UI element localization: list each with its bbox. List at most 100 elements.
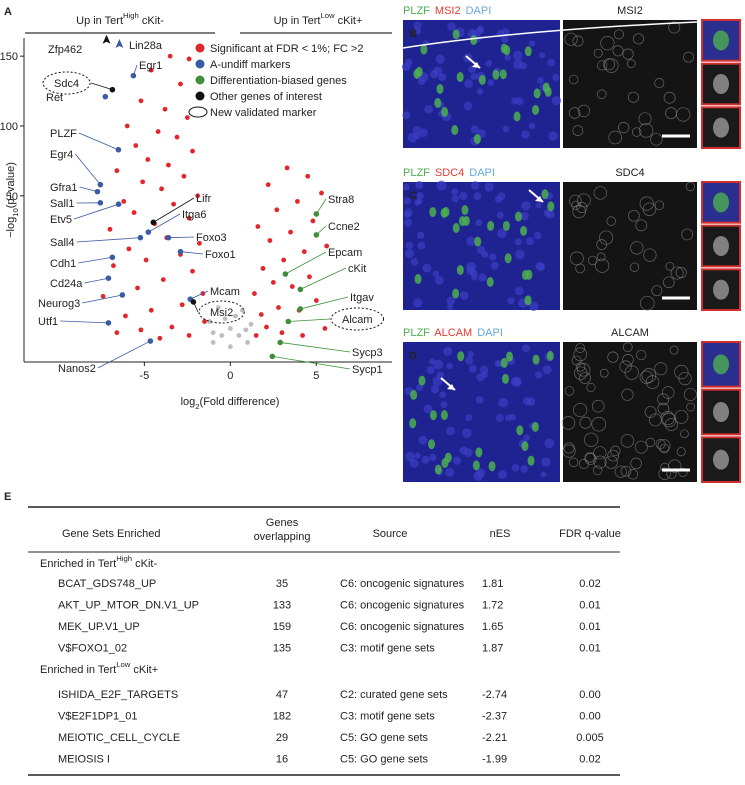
cell-outline — [620, 434, 635, 448]
plzf-cell — [410, 389, 418, 400]
leader-line — [60, 320, 109, 324]
plzf-cell — [531, 421, 539, 432]
point — [297, 286, 304, 293]
nucleus — [476, 88, 484, 95]
nucleus — [439, 391, 447, 399]
point — [313, 298, 319, 303]
plzf-cell — [451, 125, 459, 136]
nucleus — [435, 275, 444, 285]
channel-label: SDC4 — [615, 167, 644, 179]
cell-outline — [604, 58, 619, 73]
inset-cell — [713, 192, 729, 213]
inset — [701, 106, 741, 150]
point — [157, 335, 163, 341]
plzf-cell — [452, 222, 460, 233]
point — [322, 326, 328, 331]
cell-outline — [661, 386, 675, 399]
cell-outline — [613, 29, 624, 40]
nucleus — [478, 273, 487, 282]
plzf-cell — [503, 45, 511, 56]
plzf-cell — [457, 351, 465, 362]
leader-line — [73, 203, 119, 220]
cell-outline — [668, 21, 681, 34]
table-cell: C6: oncogenic signatures — [340, 621, 465, 633]
point — [258, 312, 264, 317]
plzf-cell — [546, 350, 554, 361]
panel-letter: B — [409, 28, 417, 40]
leader-line — [190, 290, 209, 300]
table-cell: 1.72 — [482, 600, 503, 612]
nucleus — [507, 297, 515, 305]
inset-cell — [713, 74, 729, 94]
nucleus — [464, 356, 474, 365]
text-part: Up in Tert — [76, 15, 123, 27]
nucleus — [429, 453, 437, 462]
cell-outline — [643, 248, 657, 262]
gene-label: Cdh1 — [50, 258, 76, 270]
gene-label: Ccne2 — [328, 221, 360, 233]
plzf-cell — [521, 441, 529, 452]
plzf-cell — [541, 189, 549, 200]
point — [171, 201, 177, 207]
plzf-cell — [502, 220, 510, 231]
nucleus — [496, 211, 504, 219]
gene-label: Egr4 — [50, 149, 73, 161]
nucleus — [422, 263, 432, 273]
nucleus — [485, 60, 493, 67]
point — [140, 179, 146, 185]
nucleus — [409, 459, 419, 468]
cell-outline — [607, 351, 619, 363]
leader-line — [316, 198, 327, 215]
column-header: overlapping — [254, 531, 311, 543]
cell-outline — [583, 432, 599, 447]
leader-line — [272, 356, 351, 370]
gene-label: Lifr — [196, 193, 212, 205]
cell-outline — [657, 393, 670, 406]
point — [243, 327, 249, 333]
plzf-cell — [527, 455, 535, 466]
nucleus — [479, 365, 489, 375]
plzf-cell — [542, 82, 550, 93]
cell-outline — [595, 258, 610, 273]
inset-cell — [713, 449, 729, 470]
table-cell: C3: motif gene sets — [340, 711, 435, 723]
nucleus — [447, 22, 456, 31]
plzf-cell — [429, 410, 437, 421]
x-tick-label: 5 — [313, 370, 319, 382]
cell-outline — [654, 78, 665, 89]
nucleus — [536, 76, 544, 84]
text-part: Low — [116, 660, 131, 669]
plzf-cell — [456, 72, 464, 83]
table-cell: -2.74 — [482, 689, 507, 701]
point — [267, 238, 273, 243]
group-heading: Enriched in TertLow cKit+ — [40, 660, 158, 676]
gene-label: Msi2 — [210, 307, 233, 319]
cell-outline — [599, 230, 614, 245]
cell-outline — [579, 416, 592, 429]
table-cell: 0.01 — [579, 600, 600, 612]
gene-label: Gfra1 — [50, 182, 78, 194]
point — [245, 340, 250, 345]
cell-outline — [678, 467, 688, 478]
nucleus — [424, 104, 434, 114]
channel-name: PLZF — [403, 5, 430, 17]
arrow-head — [472, 62, 480, 68]
plzf-cell — [409, 418, 417, 429]
nucleus — [490, 261, 499, 270]
leader-line — [90, 82, 113, 91]
arrow-head — [447, 384, 455, 390]
y-tick-label: 150 — [0, 51, 18, 63]
table-cell: ISHIDA_E2F_TARGETS — [58, 689, 178, 701]
nucleus — [436, 371, 445, 380]
plzf-cell — [441, 106, 449, 117]
cell-outline — [674, 364, 689, 380]
nucleus — [522, 344, 531, 353]
cell-outline — [654, 200, 665, 210]
legend-label: New validated marker — [210, 107, 317, 119]
leader-line — [148, 213, 181, 233]
legend-label: A-undiff markers — [210, 59, 291, 71]
text-part: Up in Tert — [274, 15, 321, 27]
leader-line — [300, 296, 349, 310]
nucleus — [547, 58, 556, 67]
cell-outline — [636, 349, 647, 361]
